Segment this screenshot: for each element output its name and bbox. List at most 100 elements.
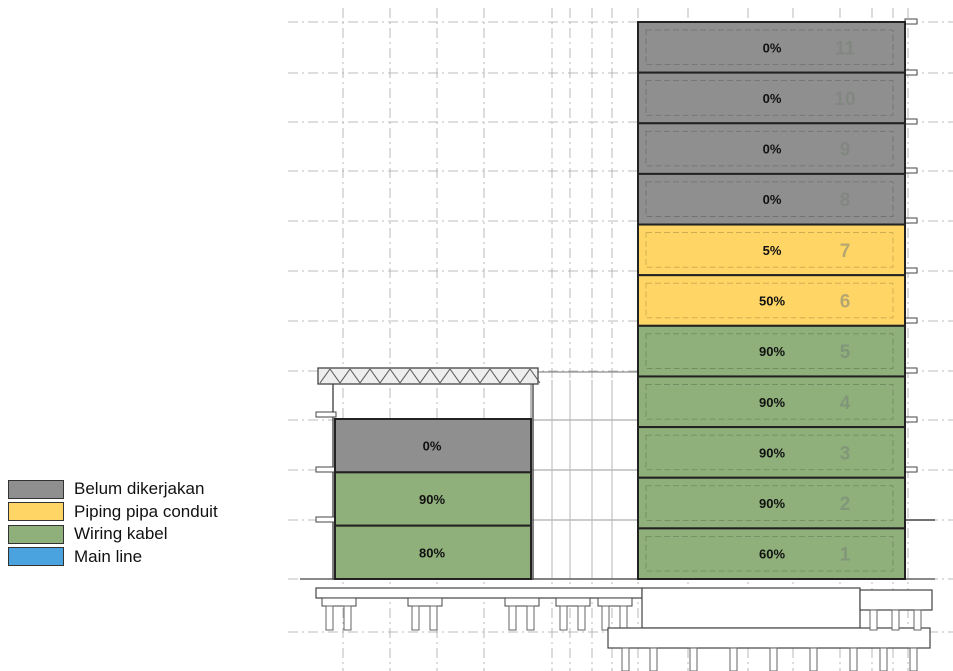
tower-floors: 0% 110% 100% 90% 85% 750% 690% 590% 490% 390% 260%…: [637, 21, 906, 581]
legend-item-not-started: Belum dikerjakan: [8, 478, 218, 501]
footing-pile: [508, 605, 517, 631]
podium-floor: [334, 524, 532, 581]
floor-percent: 80%: [419, 545, 445, 560]
truss-web: [369, 368, 381, 384]
foundation-pile: [879, 647, 888, 671]
floor-percent: 0%: [763, 91, 782, 106]
slab-stub: [315, 516, 337, 523]
truss-web: [389, 368, 401, 384]
floor-number: 2: [840, 494, 851, 515]
floor-percent: 90%: [419, 492, 445, 507]
footing-cap: [597, 597, 633, 607]
slab-stub: [315, 466, 337, 473]
truss-web: [519, 368, 531, 384]
footing-pile: [559, 605, 568, 631]
foundation-pile: [909, 647, 918, 671]
legend-item-main-line: Main line: [8, 546, 218, 569]
floor-number: 6: [840, 292, 851, 313]
basement-wing: [859, 589, 933, 611]
legend-label: Piping pipa conduit: [74, 501, 218, 521]
podium-floors: 0% 90% 80%: [334, 418, 532, 581]
foundation-pile: [649, 647, 658, 671]
floor-number: 1: [840, 545, 851, 566]
footing-pile: [325, 605, 334, 631]
foundation-pile: [729, 647, 738, 671]
floor-number: 3: [840, 443, 851, 464]
legend-swatch: [8, 479, 64, 499]
floor-detail-line: [645, 535, 894, 572]
tower-floor: [637, 527, 906, 581]
floor-number: 9: [840, 140, 851, 161]
floor-percent: 0%: [423, 439, 442, 454]
footing-pile: [601, 605, 610, 631]
floor-number: 5: [840, 342, 851, 363]
truss-web: [319, 368, 331, 384]
truss-web: [329, 368, 341, 384]
slab-stub: [904, 217, 918, 224]
truss-web: [429, 368, 441, 384]
floor-percent: 90%: [759, 445, 785, 460]
foundation-pile: [689, 647, 698, 671]
legend: Belum dikerjakan Piping pipa conduit Wir…: [8, 478, 218, 568]
foundation-pile: [809, 647, 818, 671]
tower-floor: [637, 21, 906, 74]
floor-percent: 90%: [759, 496, 785, 511]
tower-floor: [637, 274, 906, 327]
truss-web: [469, 368, 481, 384]
foundation-pile: [869, 609, 878, 631]
tower-floor: [637, 426, 906, 479]
slab-stub: [904, 18, 918, 25]
truss-web: [419, 368, 431, 384]
foundation-pile: [913, 609, 922, 631]
floor-number: 7: [840, 241, 851, 262]
floor-detail-line: [645, 29, 894, 66]
floor-percent: 60%: [759, 547, 785, 562]
floor-number: 8: [840, 190, 851, 211]
roof-truss: [317, 367, 539, 385]
truss-web: [499, 368, 511, 384]
foundation-pile: [769, 647, 778, 671]
podium-floor: [334, 418, 532, 474]
truss-web: [459, 368, 471, 384]
foundation-pile: [891, 609, 900, 631]
tower-floor: [637, 71, 906, 125]
footing-pile: [429, 605, 438, 631]
floor-number: 11: [835, 38, 856, 59]
footing-pile: [526, 605, 535, 631]
tower-floor: [637, 324, 906, 378]
truss-web: [479, 368, 491, 384]
floor-detail-line: [645, 434, 894, 471]
truss-web: [439, 368, 451, 384]
floor-percent: 0%: [763, 40, 782, 55]
footing-pile: [577, 605, 586, 631]
foundation-pile: [621, 647, 630, 671]
truss-web: [339, 368, 351, 384]
truss-web: [409, 368, 421, 384]
footing-pile: [343, 605, 352, 631]
floor-detail-line: [645, 333, 894, 369]
floor-detail-line: [645, 282, 894, 319]
truss-web: [379, 368, 391, 384]
floor-detail-line: [645, 80, 894, 116]
slab-stub: [904, 466, 918, 473]
legend-swatch: [8, 524, 64, 544]
footing-cap: [504, 597, 540, 607]
legend-label: Wiring kabel: [74, 524, 168, 544]
truss-web: [489, 368, 501, 384]
floor-detail-line: [645, 130, 894, 167]
floor-detail-line: [645, 384, 894, 420]
slab-stub: [315, 411, 337, 418]
floor-percent: 0%: [763, 192, 782, 207]
ground-slab: [315, 587, 643, 599]
tower-floor: [637, 476, 906, 530]
footing-pile: [411, 605, 420, 631]
foundation-pile: [849, 647, 858, 671]
truss-web: [529, 368, 541, 384]
slab-stub: [904, 267, 918, 274]
podium-floor: [334, 471, 532, 527]
footing-cap: [407, 597, 443, 607]
legend-label: Belum dikerjakan: [74, 479, 205, 499]
truss-web: [359, 368, 371, 384]
legend-label: Main line: [74, 546, 143, 566]
footing-cap: [321, 597, 357, 607]
